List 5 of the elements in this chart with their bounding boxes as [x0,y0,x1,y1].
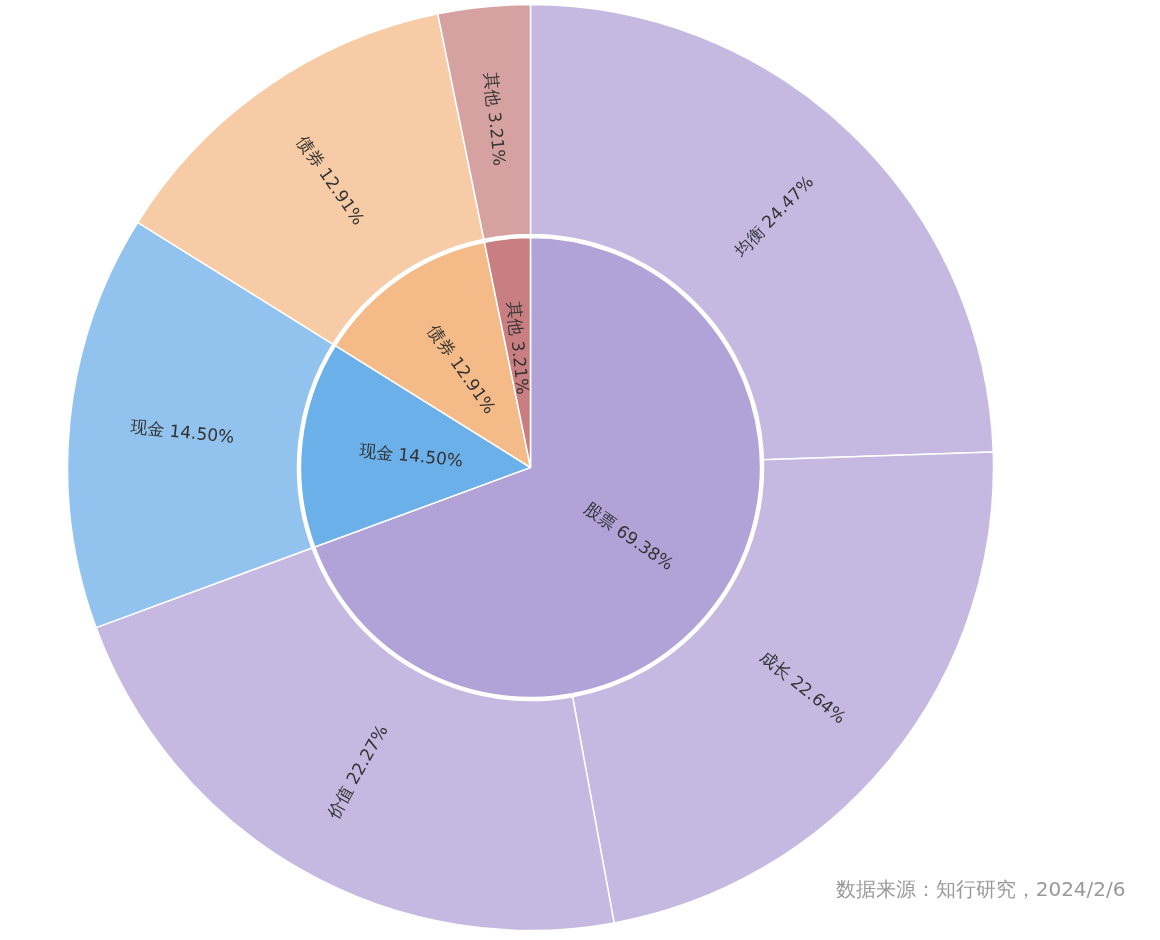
slice-label: 其他 3.21% [503,300,534,396]
slice-label: 现金 14.50% [358,439,464,471]
category-label: 现金 14.50% [129,416,236,447]
category-label: 其他 3.21% [480,71,510,167]
source-note: 数据来源：知行研究，2024/2/6 [835,876,1126,901]
